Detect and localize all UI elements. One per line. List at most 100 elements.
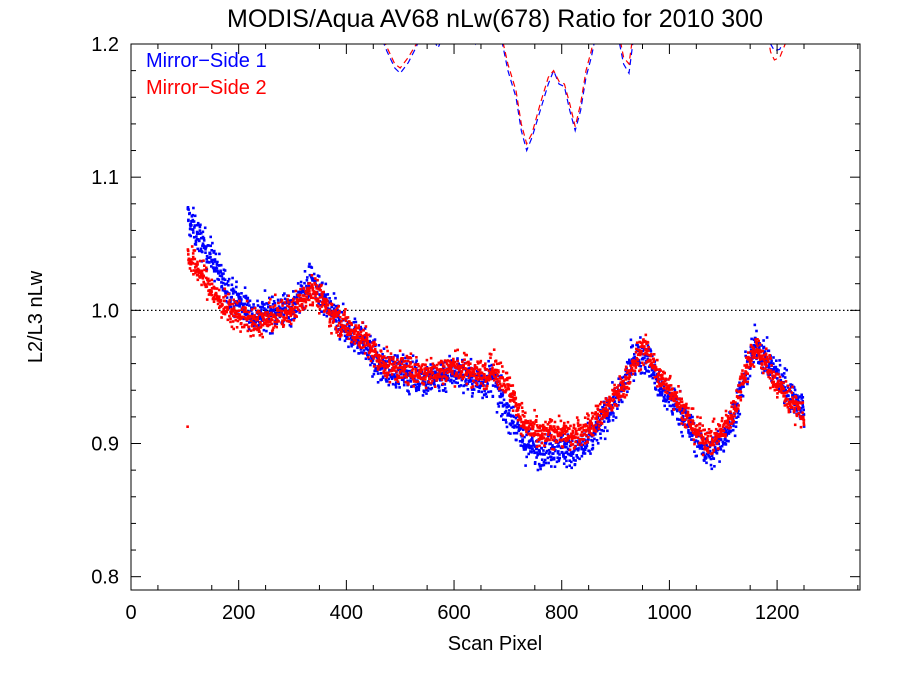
data-point <box>542 460 546 464</box>
data-point <box>763 369 766 373</box>
data-point <box>749 343 753 347</box>
data-point <box>489 390 493 393</box>
data-point <box>290 313 293 317</box>
data-point <box>655 368 659 371</box>
data-point <box>196 278 200 282</box>
data-point <box>638 350 642 353</box>
data-point <box>497 405 501 408</box>
data-point <box>560 433 563 437</box>
data-point <box>741 376 744 380</box>
data-point <box>481 396 484 400</box>
data-point <box>675 391 679 394</box>
data-point <box>328 324 331 328</box>
data-point <box>594 426 598 430</box>
data-point <box>234 318 238 322</box>
data-point <box>367 344 370 348</box>
data-point <box>739 398 743 402</box>
data-point <box>302 294 306 297</box>
data-point <box>467 376 471 380</box>
data-point <box>654 366 658 369</box>
data-point <box>312 277 316 281</box>
data-point <box>378 360 381 364</box>
data-point <box>514 416 518 420</box>
dashed-lines <box>383 44 786 153</box>
data-point <box>218 252 221 256</box>
data-point <box>288 309 292 313</box>
data-point <box>531 448 534 451</box>
data-point <box>573 449 576 452</box>
data-point <box>568 464 571 467</box>
data-point <box>708 456 711 459</box>
data-point <box>656 358 659 362</box>
data-point <box>665 382 668 386</box>
data-point <box>548 432 552 435</box>
data-point <box>622 393 625 396</box>
data-point <box>381 375 385 378</box>
data-point <box>719 445 722 449</box>
data-point <box>701 424 704 427</box>
data-point <box>568 427 571 431</box>
data-point <box>416 362 420 366</box>
data-point <box>537 429 541 433</box>
data-point <box>717 435 721 439</box>
data-point <box>688 432 691 435</box>
data-point <box>536 424 539 427</box>
data-point <box>771 381 774 384</box>
data-point <box>670 409 674 413</box>
data-point <box>406 359 410 363</box>
data-point <box>706 446 710 450</box>
data-point <box>748 358 752 362</box>
data-point <box>560 429 564 432</box>
data-point <box>647 370 651 373</box>
data-point <box>738 412 742 416</box>
data-point <box>212 300 216 303</box>
data-point <box>592 424 595 428</box>
data-point <box>723 427 727 430</box>
data-point <box>557 458 561 461</box>
data-point <box>284 308 288 312</box>
data-point <box>337 311 341 315</box>
data-point <box>690 438 693 441</box>
data-point <box>388 359 391 363</box>
data-point <box>258 334 262 337</box>
data-point <box>717 439 721 443</box>
x-tick-label: 0 <box>125 602 136 624</box>
data-point <box>719 438 723 441</box>
data-point <box>353 342 357 345</box>
data-point <box>197 269 201 272</box>
data-point <box>383 368 387 372</box>
data-point <box>586 417 590 421</box>
data-point <box>720 416 724 420</box>
data-point <box>572 456 575 460</box>
data-point <box>443 360 447 364</box>
data-point <box>605 414 609 417</box>
data-point <box>783 386 787 389</box>
data-point <box>356 346 359 350</box>
data-point <box>576 436 580 439</box>
data-point <box>549 425 552 429</box>
data-point <box>225 282 229 286</box>
data-point <box>568 448 572 452</box>
data-point <box>532 425 535 428</box>
data-point <box>630 373 633 376</box>
data-point <box>666 397 669 401</box>
data-point <box>614 416 618 419</box>
data-point <box>450 359 453 362</box>
data-point <box>800 393 803 397</box>
data-point <box>783 391 787 395</box>
data-point <box>234 315 238 318</box>
data-point <box>570 466 573 470</box>
data-point <box>475 377 478 381</box>
data-point <box>790 405 794 409</box>
data-point <box>444 379 448 383</box>
data-point <box>581 443 585 446</box>
data-point <box>578 440 581 444</box>
data-point <box>510 415 513 418</box>
data-point <box>681 409 684 413</box>
data-point <box>560 432 563 435</box>
data-point <box>253 323 257 326</box>
data-point <box>383 363 386 367</box>
data-point <box>301 294 304 297</box>
data-point <box>771 385 775 389</box>
